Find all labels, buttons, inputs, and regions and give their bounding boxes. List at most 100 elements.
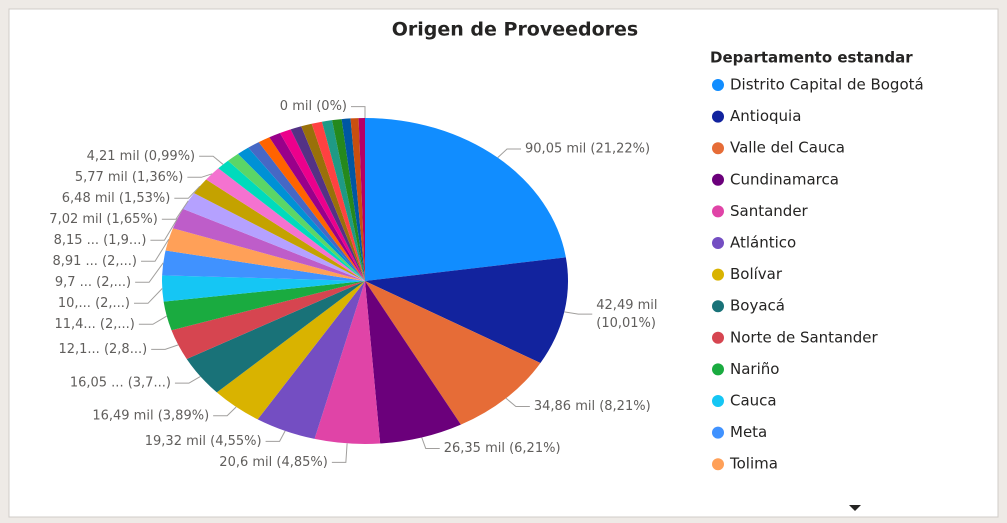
legend-label: Valle del Cauca <box>730 139 845 157</box>
legend-marker <box>712 300 724 313</box>
pie-slice <box>162 250 365 281</box>
legend-scroll[interactable] <box>849 505 861 511</box>
data-label: 4,21 mil (0,99%) <box>87 149 196 164</box>
pie-slice <box>182 193 365 281</box>
pie-slice <box>238 147 365 281</box>
leader-line <box>564 311 593 315</box>
data-label: 16,05 ... (3,7...) <box>70 376 171 391</box>
pie-slice <box>248 142 365 281</box>
legend-marker <box>712 331 724 344</box>
leader-line <box>161 200 189 220</box>
pie-slice <box>301 123 365 281</box>
pie-slice <box>257 281 365 439</box>
data-label: 20,6 mil (4,85%) <box>219 455 328 470</box>
pie-slice <box>321 120 365 281</box>
data-label: 8,15 ... (1,9...) <box>54 233 147 248</box>
leader-line <box>174 376 201 384</box>
data-label: 12,1... (2,8...) <box>58 342 147 357</box>
legend-marker <box>712 237 724 249</box>
data-label: 34,86 mil (8,21%) <box>534 399 651 414</box>
leader-line <box>134 288 163 304</box>
leader-line <box>150 218 178 241</box>
data-label: 26,35 mil (6,21%) <box>444 441 561 456</box>
pie-slice <box>228 153 365 281</box>
pie-slice <box>163 281 365 331</box>
legend-label: Atlántico <box>730 234 796 252</box>
pie-slice <box>279 129 365 281</box>
pie-slice <box>358 118 365 281</box>
data-label: 8,91 ... (2,...) <box>52 254 137 269</box>
pie-slice <box>350 118 365 282</box>
legend-label: Antioquia <box>730 107 801 125</box>
legend-marker <box>712 363 724 376</box>
legend-marker <box>712 458 724 471</box>
leader-line <box>187 173 213 178</box>
data-label: 9,7 ... (2,...) <box>55 275 131 290</box>
legend-marker <box>712 79 724 91</box>
chart-title: Origen de Proveedores <box>392 19 639 41</box>
leader-line <box>213 406 237 417</box>
pie-slice <box>269 132 365 281</box>
pie-slice <box>172 208 365 281</box>
legend-marker <box>712 268 724 281</box>
legend-label: Nariño <box>730 360 779 378</box>
pie-slice <box>258 137 365 281</box>
legend-label: Tolima <box>729 455 778 473</box>
data-label: 42,49 mil (10,01%) <box>596 298 657 331</box>
leader-line <box>138 315 168 325</box>
legend-label: Meta <box>730 423 767 441</box>
data-label: 6,48 mil (1,53%) <box>62 191 171 206</box>
legend-title: Departamento estandar <box>710 49 913 67</box>
legend-label: Santander <box>730 202 809 220</box>
leader-line <box>141 239 170 262</box>
leader-line <box>135 262 164 283</box>
pie-slice <box>165 228 365 281</box>
data-label: 7,02 mil (1,65%) <box>49 212 158 227</box>
pie-slice <box>365 281 541 425</box>
legend-label: Norte de Santander <box>730 328 879 346</box>
pie-slice <box>206 168 365 281</box>
data-label: 0 mil (0%) <box>280 99 347 114</box>
pie-slice <box>162 275 365 302</box>
leader-line <box>351 106 366 118</box>
data-label: 16,49 mil (3,89%) <box>92 408 209 423</box>
data-label: 5,77 mil (1,36%) <box>75 170 184 185</box>
legend-marker <box>712 142 724 155</box>
pie-slice <box>341 118 365 281</box>
pie-slice <box>194 179 365 281</box>
legend-marker <box>712 110 724 123</box>
legend-label: Cauca <box>730 392 777 410</box>
legend-label: Cundinamarca <box>730 170 839 188</box>
pie-slice <box>186 281 365 393</box>
pie-slice <box>314 281 381 445</box>
data-label: 11,4... (2,...) <box>54 317 134 332</box>
leader-line <box>331 443 348 463</box>
pie-slice <box>365 281 461 444</box>
leader-line <box>199 155 224 165</box>
pie-slice <box>216 281 365 420</box>
pie-slice <box>365 257 568 363</box>
pie-slice <box>218 160 365 281</box>
legend-marker <box>712 426 724 439</box>
legend-marker <box>712 205 724 218</box>
pie-slice <box>365 118 566 281</box>
pie-slice <box>290 126 365 281</box>
leader-line <box>421 437 440 449</box>
data-label: 19,32 mil (4,55%) <box>145 434 262 449</box>
legend-label: Bolívar <box>730 265 783 283</box>
pie-slice <box>332 119 365 281</box>
legend-label: Distrito Capital de Bogotá <box>730 76 924 94</box>
leader-line <box>151 344 179 350</box>
legend-label: Boyacá <box>730 297 785 315</box>
leader-line <box>497 148 522 159</box>
pie-slice <box>311 121 365 281</box>
leader-line <box>265 430 286 442</box>
legend-marker <box>712 173 724 186</box>
pie-slice <box>171 281 365 359</box>
data-label: 10,... (2,...) <box>58 296 130 311</box>
leader-line <box>174 185 201 199</box>
leader-line <box>505 397 530 407</box>
data-label: 90,05 mil (21,22%) <box>525 142 650 157</box>
